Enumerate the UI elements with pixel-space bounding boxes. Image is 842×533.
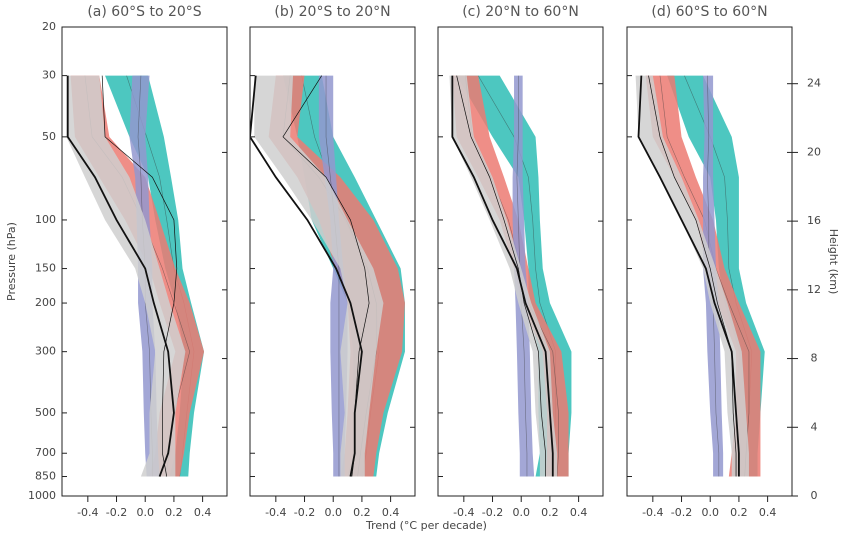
- y-tick-label: 20: [42, 20, 56, 33]
- x-tick-label: 0.0: [324, 506, 342, 519]
- panel-title: (c) 20°N to 60°N: [462, 4, 579, 20]
- y-tick-label: 150: [35, 262, 56, 275]
- x-tick-label: 0.4: [194, 506, 212, 519]
- panel-title: (b) 20°S to 20°N: [274, 4, 390, 20]
- x-tick-label: -0.2: [482, 506, 503, 519]
- x-tick-label: 0.2: [353, 506, 371, 519]
- panel-frame: [249, 26, 416, 497]
- x-tick-label: 0.2: [165, 506, 183, 519]
- y-tick-label: 50: [42, 130, 56, 143]
- x-tick-label: 0.2: [730, 506, 748, 519]
- band: [449, 75, 558, 477]
- y2-tick-label: 12: [807, 283, 821, 296]
- x-tick-label: 0.4: [382, 506, 400, 519]
- y-tick-label: 200: [35, 296, 56, 309]
- x-tick-label: 0.0: [701, 506, 719, 519]
- y2-tick-label: 4: [811, 420, 818, 433]
- plot-area: [66, 75, 205, 477]
- x-tick-label: -0.2: [671, 506, 692, 519]
- y-tick-label: 700: [35, 446, 56, 459]
- profile-line: [637, 75, 740, 477]
- band: [254, 75, 384, 477]
- y-tick-label: 30: [42, 69, 56, 82]
- x-tick-label: -0.2: [106, 506, 127, 519]
- panel-title: (a) 60°S to 20°S: [87, 4, 201, 20]
- plot-area: [250, 75, 405, 477]
- y2-tick-label: 8: [811, 352, 818, 365]
- band: [635, 75, 749, 477]
- plot-area: [635, 75, 765, 477]
- panel-frame: [437, 26, 604, 497]
- profile-line: [282, 75, 370, 477]
- y2-tick-label: 0: [811, 489, 818, 502]
- panel-frame: [626, 26, 793, 497]
- x-tick-label: -0.4: [265, 506, 286, 519]
- profile-line: [325, 75, 340, 477]
- y2-axis-label: Height (km): [827, 229, 840, 295]
- plot-area: [449, 75, 572, 477]
- x-tick-label: 0.4: [759, 506, 777, 519]
- profile-line: [456, 75, 546, 477]
- y-axis-label: Pressure (hPa): [5, 222, 18, 301]
- panel-frame: [61, 26, 228, 497]
- y-tick-label: 100: [35, 213, 56, 226]
- y2-tick-label: 16: [807, 214, 821, 227]
- x-tick-label: -0.4: [453, 506, 474, 519]
- y2-tick-label: 24: [807, 77, 821, 90]
- y-tick-label: 1000: [28, 489, 56, 502]
- band: [66, 75, 186, 477]
- y-tick-label: 500: [35, 406, 56, 419]
- profile-line: [66, 75, 175, 477]
- band: [318, 75, 348, 477]
- y-tick-label: 850: [35, 470, 56, 483]
- x-tick-label: 0.0: [136, 506, 154, 519]
- x-tick-label: -0.4: [77, 506, 98, 519]
- x-tick-label: -0.4: [642, 506, 663, 519]
- profile-line: [648, 75, 737, 477]
- x-tick-label: 0.2: [541, 506, 559, 519]
- x-tick-label: 0.4: [570, 506, 588, 519]
- y-tick-label: 300: [35, 345, 56, 358]
- band: [105, 75, 205, 477]
- profile-line: [101, 75, 178, 477]
- y2-tick-label: 20: [807, 145, 821, 158]
- x-axis-label: Trend (°C per decade): [365, 519, 487, 532]
- x-tick-label: -0.2: [294, 506, 315, 519]
- x-tick-label: 0.0: [512, 506, 530, 519]
- panel-title: (d) 60°S to 60°N: [651, 4, 767, 20]
